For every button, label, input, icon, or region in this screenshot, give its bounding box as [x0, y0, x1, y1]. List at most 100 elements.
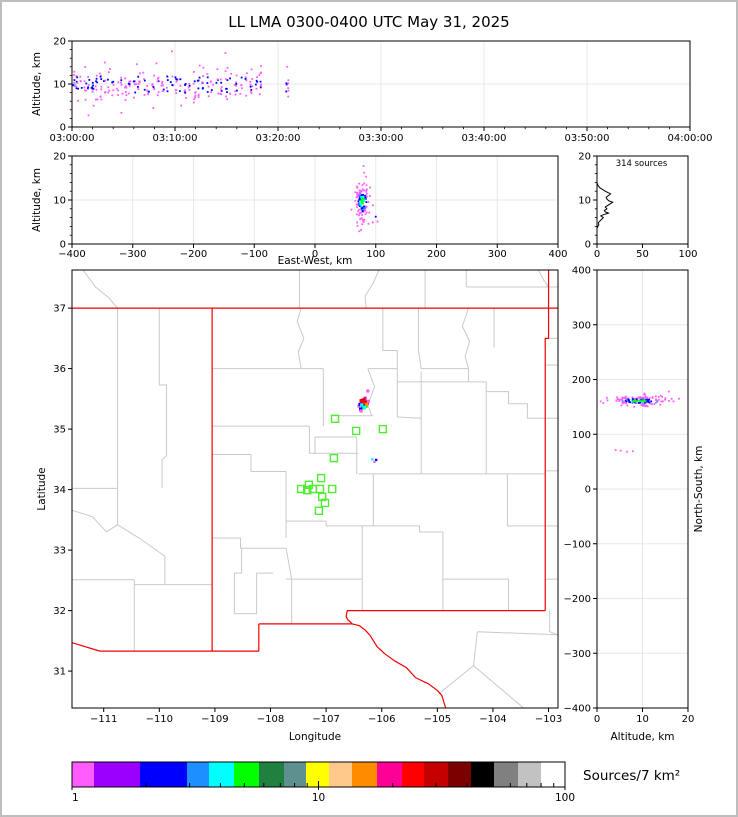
data-point: [256, 76, 258, 78]
data-point: [360, 197, 362, 200]
x-tick-label: 03:10:00: [153, 133, 198, 144]
station-marker: [351, 426, 361, 436]
data-point: [359, 399, 363, 403]
data-point: [161, 80, 164, 83]
data-point: [358, 402, 362, 406]
data-point: [357, 204, 360, 206]
data-point: [354, 191, 357, 194]
y-tick-label: 20: [53, 152, 66, 163]
data-point: [634, 401, 637, 404]
data-point: [184, 92, 187, 95]
data-point: [166, 90, 169, 93]
x-tick-label: 03:00:00: [50, 133, 95, 144]
data-point: [357, 404, 361, 408]
data-point: [121, 92, 124, 95]
data-point: [100, 88, 103, 91]
data-point: [361, 214, 364, 216]
data-point: [632, 400, 635, 402]
data-point: [206, 73, 209, 75]
data-point: [135, 63, 138, 66]
colorbar-segment: [471, 762, 495, 787]
county-line: [117, 488, 166, 585]
data-point: [235, 82, 238, 85]
data-point: [76, 82, 79, 84]
data-point: [194, 94, 197, 97]
data-point: [358, 230, 361, 233]
state-border: [345, 609, 546, 708]
data-point: [87, 76, 89, 78]
data-point: [363, 171, 366, 174]
data-point: [648, 397, 651, 400]
y-tick-label: 0: [585, 485, 591, 496]
data-point: [143, 88, 146, 91]
data-point: [156, 80, 159, 83]
y-axis-label: Altitude, km: [31, 52, 43, 116]
data-point: [210, 80, 212, 83]
data-point: [259, 86, 262, 89]
data-point: [606, 399, 609, 402]
figure-title: LL LMA 0300-0400 UTC May 31, 2025: [228, 13, 510, 31]
x-tick-label: 0: [594, 249, 600, 260]
data-point: [645, 398, 648, 401]
county-line: [438, 665, 474, 695]
data-point: [368, 211, 371, 214]
data-point: [260, 71, 262, 74]
data-point: [644, 395, 647, 398]
data-point: [146, 90, 149, 92]
data-point: [661, 400, 664, 403]
data-point: [251, 85, 254, 88]
data-point: [368, 195, 371, 197]
county-line: [158, 308, 168, 489]
data-point: [660, 400, 663, 403]
y-tick-label: 37: [53, 304, 66, 315]
data-point: [84, 98, 87, 101]
data-point: [356, 206, 358, 209]
data-point: [626, 404, 629, 407]
x-tick-label: −200: [180, 249, 207, 260]
station-marker: [316, 473, 326, 483]
county-line: [296, 307, 305, 369]
data-point: [640, 404, 643, 406]
y-tick-label: −100: [564, 539, 591, 550]
data-point: [147, 92, 150, 95]
data-point: [184, 82, 187, 85]
data-point: [133, 83, 136, 86]
data-point: [644, 401, 646, 404]
data-point: [117, 89, 120, 92]
data-point: [188, 89, 191, 91]
data-point: [153, 88, 156, 91]
data-point: [254, 83, 257, 86]
data-point: [614, 449, 617, 452]
data-point: [95, 77, 98, 80]
data-point: [197, 87, 200, 90]
data-point: [244, 78, 247, 80]
data-point: [100, 78, 103, 81]
data-point: [287, 79, 290, 82]
data-point: [358, 198, 361, 200]
county-line: [285, 548, 293, 624]
data-point: [250, 68, 253, 71]
data-point: [372, 204, 374, 207]
x-tick-label: 03:50:00: [565, 133, 610, 144]
data-point: [363, 182, 366, 185]
data-point: [88, 79, 91, 81]
data-point: [210, 91, 213, 94]
data-point: [362, 193, 365, 196]
data-point: [361, 223, 364, 226]
y-tick-label: 20: [578, 152, 591, 163]
data-point: [75, 87, 78, 90]
station-marker: [330, 414, 340, 424]
data-point: [619, 449, 622, 452]
colorbar-tick-label: 10: [312, 792, 325, 804]
data-point: [198, 76, 201, 79]
data-point: [161, 82, 163, 85]
data-point: [363, 396, 367, 400]
right-y-axis-label: North-South, km: [693, 446, 705, 533]
data-point: [374, 215, 377, 218]
data-point: [360, 207, 363, 210]
data-point: [246, 72, 248, 75]
county-line: [233, 548, 274, 615]
data-point: [180, 104, 183, 107]
data-point: [646, 405, 649, 408]
